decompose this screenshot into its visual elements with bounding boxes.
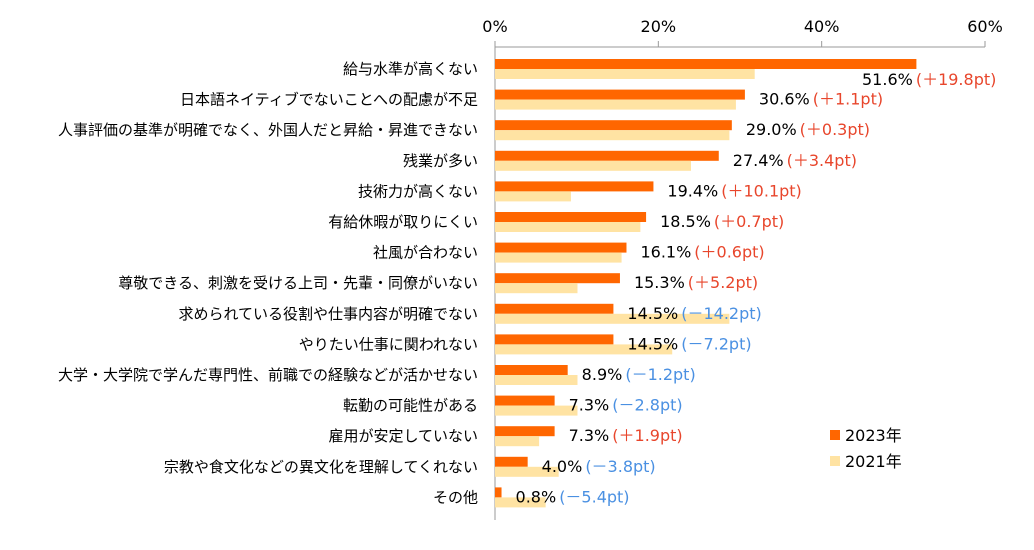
x-tick-label: 40% [804,17,840,36]
value-label: 30.6% [759,90,810,109]
diff-label: (－3.8pt) [585,457,655,476]
bar-2021 [495,436,540,447]
value-label: 0.8% [516,487,557,506]
category-label: 有給休暇が取りにくい [328,213,478,231]
value-label: 27.4% [733,151,784,170]
bar-2021 [495,252,622,263]
bar-2021 [495,222,641,232]
bar-2021 [495,130,730,141]
legend-swatch-2021 [830,456,840,466]
category-labels: 給与水準が高くない日本語ネイティブでないことへの配慮が不足人事評価の基準が明確で… [58,60,478,506]
bar-2023 [495,334,614,345]
bar-2021 [495,344,673,355]
value-label: 14.5% [627,304,678,323]
value-label: 18.5% [660,212,711,231]
category-label: 技術力が高くない [358,182,478,200]
bar-2023 [495,395,555,406]
legend-swatch-2023 [830,430,840,440]
diff-label: (＋0.7pt) [714,212,784,231]
value-label: 51.6% [862,70,913,89]
category-label: 転勤の可能性がある [343,397,478,415]
x-tick-label: 0% [482,17,507,36]
bar-2021 [495,497,546,508]
value-label: 19.4% [667,181,718,200]
category-label: 尊敬できる、刺激を受ける上司・先輩・同僚がいない [118,274,478,292]
bar-2021 [495,191,571,202]
legend-label-2021: 2021年 [845,452,902,471]
category-label: 社風が合わない [373,244,478,262]
category-label: 残業が多い [403,152,478,170]
category-label: 大学・大学院で学んだ専門性、前職での経験などが活かせない [58,366,478,384]
diff-label: (＋19.8pt) [916,70,997,89]
bar-2023 [495,59,917,69]
bar-2023 [495,303,614,314]
category-label: その他 [433,488,478,506]
value-label: 29.0% [746,120,797,139]
category-label: 求められている役割や仕事内容が明確でない [178,305,478,323]
category-label: 宗教や食文化などの異文化を理解してくれない [164,458,478,476]
diff-label: (－1.2pt) [625,365,695,384]
legend-label-2023: 2023年 [845,426,902,445]
bar-2021 [495,283,578,294]
bar-2023 [495,456,528,467]
bar-2023 [495,212,647,222]
diff-label: (＋0.6pt) [694,243,764,262]
category-label: 雇用が安定していない [328,427,478,445]
diff-label: (－7.2pt) [681,334,751,353]
value-label: 15.3% [634,273,685,292]
bar-2021 [495,375,578,385]
bar-2023 [495,120,732,131]
bar-2023 [495,273,620,284]
bar-2023 [495,365,568,375]
bar-2023 [495,487,502,498]
value-labels: 51.6% (＋19.8pt) 30.6% (＋1.1pt) 29.0% (＋0.3pt)… [516,70,997,506]
tick-labels: 0% 20% 40% 60% [482,17,1002,36]
bars [495,59,917,508]
value-label: 8.9% [582,365,623,384]
bar-2021 [495,313,730,324]
value-label: 7.3% [569,426,610,445]
bar-2021 [495,405,578,416]
category-label: 給与水準が高くない [343,60,478,78]
diff-label: (－14.2pt) [681,304,762,323]
bar-2023 [495,426,555,437]
value-label: 14.5% [627,334,678,353]
diff-label: (＋1.1pt) [813,90,883,109]
diff-label: (＋10.1pt) [721,181,802,200]
bar-2023 [495,242,627,253]
x-tick-label: 60% [967,17,1003,36]
category-label: 日本語ネイティブでないことへの配慮が不足 [180,91,478,109]
value-label: 4.0% [542,457,583,476]
bar-2021 [495,466,559,477]
bar-2021 [495,160,691,171]
legend: 2023年 2021年 [830,426,902,471]
diff-label: (＋0.3pt) [800,120,870,139]
diff-label: (－5.4pt) [559,487,629,506]
bar-2023 [495,150,719,161]
diff-label: (＋1.9pt) [612,426,682,445]
bar-2021 [495,99,736,110]
diff-label: (－2.8pt) [612,396,682,415]
value-label: 16.1% [640,243,691,262]
bar-2023 [495,89,745,100]
category-label: やりたい仕事に関われない [299,335,478,353]
diff-label: (＋3.4pt) [787,151,857,170]
diff-label: (＋5.2pt) [688,273,758,292]
value-label: 7.3% [569,396,610,415]
x-tick-label: 20% [641,17,677,36]
bar-2023 [495,181,654,192]
category-label: 人事評価の基準が明確でなく、外国人だと昇給・昇進できない [58,121,478,139]
bar-2021 [495,69,755,79]
